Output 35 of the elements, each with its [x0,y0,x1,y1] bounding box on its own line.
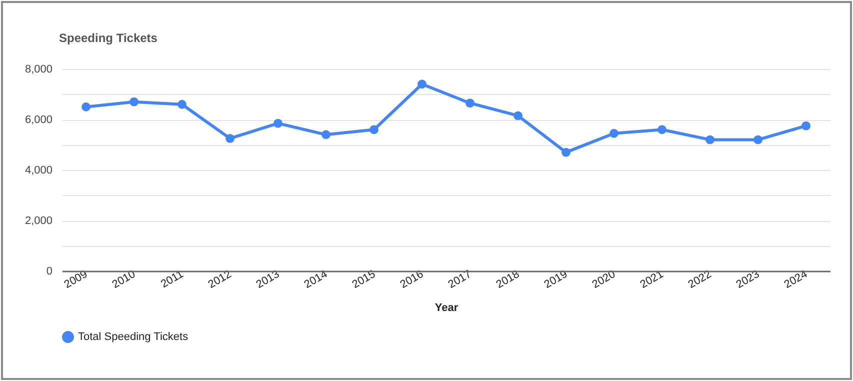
x-tick-label: 2011 [159,268,186,291]
x-tick-label: 2019 [542,268,570,291]
y-tick-label: 2,000 [24,215,52,227]
point [610,128,618,138]
legend-label: Total Speeding Tickets [78,331,189,343]
x-tick-label: 2017 [446,268,474,291]
point [706,135,714,144]
point [466,98,474,108]
y-tick-label: 0 [46,266,52,278]
point [658,125,666,134]
point [802,121,810,130]
point [82,102,90,112]
x-tick-label: 2018 [494,268,522,291]
point [226,134,234,143]
y-tick-label: 6,000 [24,114,52,126]
x-tick-label: 2016 [398,268,426,291]
x-tick-label: 2024 [782,268,810,291]
y-tick-label: 4,000 [24,164,52,176]
x-tick-label: 2015 [350,268,378,291]
x-tick-label: 2023 [734,268,762,291]
x-tick-label: 2014 [302,268,330,291]
point [370,125,378,134]
chart-title: Speeding Tickets [59,31,158,45]
point [130,97,138,106]
point [178,100,186,109]
point [562,148,570,157]
x-axis-title: Year [434,302,459,314]
point [418,80,426,89]
y-tick-label: 8,000 [24,64,52,76]
x-tick-label: 2021 [638,268,666,291]
point [514,111,522,120]
x-tick-label: 2009 [62,268,90,291]
point [322,130,330,140]
point [274,118,282,128]
point [754,135,762,144]
